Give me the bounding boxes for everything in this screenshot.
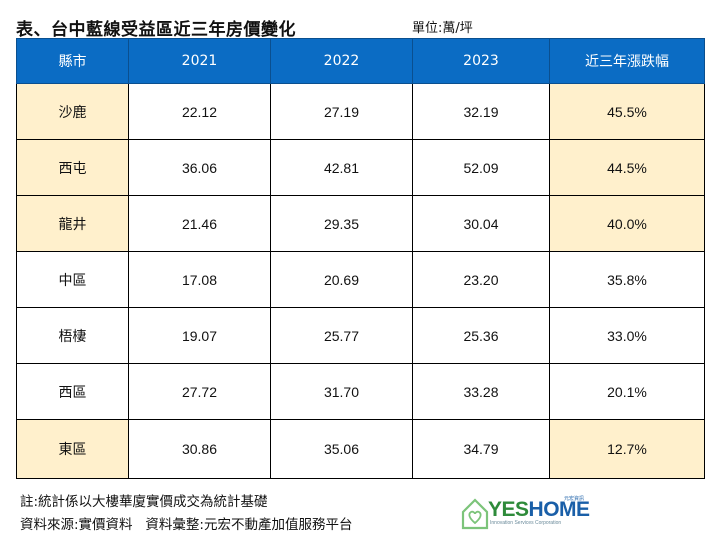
header-2023: 2023 (412, 38, 550, 84)
value-2022: 31.70 (270, 363, 413, 420)
value-2022: 35.06 (270, 419, 413, 479)
logo-chinese-text: 元宏資訊 (564, 496, 585, 502)
value-2021: 22.12 (128, 83, 271, 140)
table-row: 西屯 36.06 42.81 52.09 44.5% (16, 139, 705, 196)
area-cell: 中區 (16, 251, 129, 308)
footnote-statistics: 註:統計係以大樓華廈實價成交為統計基礎 (20, 494, 268, 510)
change-cell: 35.8% (549, 251, 705, 308)
value-2023: 32.19 (412, 83, 550, 140)
change-cell: 20.1% (549, 363, 705, 420)
value-2021: 17.08 (128, 251, 271, 308)
header-area: 縣市 (16, 38, 129, 84)
value-2023: 23.20 (412, 251, 550, 308)
table-row: 中區 17.08 20.69 23.20 35.8% (16, 251, 705, 308)
change-cell: 12.7% (549, 419, 705, 479)
value-2022: 20.69 (270, 251, 413, 308)
logo-home: HOME (528, 498, 591, 521)
area-cell: 東區 (16, 419, 129, 479)
header-2021: 2021 (128, 38, 271, 84)
logo-yes: YES (488, 498, 529, 521)
area-cell: 西屯 (16, 139, 129, 196)
area-cell: 沙鹿 (16, 83, 129, 140)
house-heart-icon (461, 498, 489, 530)
change-cell: 45.5% (549, 83, 705, 140)
value-2023: 33.28 (412, 363, 550, 420)
price-change-table: 縣市 2021 2022 2023 近三年漲跌幅 沙鹿 22.12 27.19 … (16, 38, 705, 479)
change-cell: 40.0% (549, 195, 705, 252)
value-2021: 27.72 (128, 363, 271, 420)
value-2022: 29.35 (270, 195, 413, 252)
value-2023: 34.79 (412, 419, 550, 479)
change-cell: 33.0% (549, 307, 705, 364)
table-row: 梧棲 19.07 25.77 25.36 33.0% (16, 307, 705, 364)
header-row: 縣市 2021 2022 2023 近三年漲跌幅 (16, 38, 705, 84)
value-2023: 52.09 (412, 139, 550, 196)
table-title: 表、台中藍線受益區近三年房價變化 (16, 20, 296, 40)
value-2022: 42.81 (270, 139, 413, 196)
value-2022: 25.77 (270, 307, 413, 364)
value-2021: 36.06 (128, 139, 271, 196)
value-2021: 19.07 (128, 307, 271, 364)
header-change: 近三年漲跌幅 (549, 38, 705, 84)
table-row: 西區 27.72 31.70 33.28 20.1% (16, 363, 705, 420)
table-row: 龍井 21.46 29.35 30.04 40.0% (16, 195, 705, 252)
table-row: 沙鹿 22.12 27.19 32.19 45.5% (16, 83, 705, 140)
value-2023: 25.36 (412, 307, 550, 364)
value-2023: 30.04 (412, 195, 550, 252)
logo-wordmark: YESHOME (488, 498, 590, 522)
header-2022: 2022 (270, 38, 413, 84)
area-cell: 西區 (16, 363, 129, 420)
yeshome-logo: 元宏資訊 YESHOME Innovation Services Corpora… (460, 495, 590, 531)
footnote-source: 資料來源:實價資料 資料彙整:元宏不動產加值服務平台 (20, 517, 353, 533)
change-cell: 44.5% (549, 139, 705, 196)
value-2021: 21.46 (128, 195, 271, 252)
table-row: 東區 30.86 35.06 34.79 12.7% (16, 419, 705, 479)
area-cell: 龍井 (16, 195, 129, 252)
area-cell: 梧棲 (16, 307, 129, 364)
logo-subtitle: Innovation Services Corporation (490, 520, 562, 526)
value-2021: 30.86 (128, 419, 271, 479)
unit-label: 單位:萬/坪 (412, 21, 473, 36)
value-2022: 27.19 (270, 83, 413, 140)
